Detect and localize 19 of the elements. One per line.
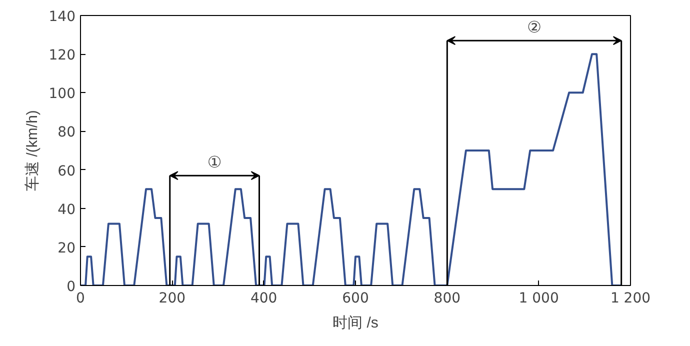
y-tick-label: 140 (48, 9, 76, 25)
y-tick-label: 120 (48, 48, 76, 64)
x-tick-label: 1 000 (518, 290, 559, 306)
x-tick-label: 600 (342, 290, 369, 306)
annotation: ② (527, 18, 542, 37)
y-tick-label: 20 (58, 240, 76, 256)
line-series (80, 53, 622, 286)
x-tick-label: 800 (434, 290, 461, 306)
x-tick-label: 400 (250, 290, 278, 306)
y-axis-title: 车速 /(km/h) (24, 110, 41, 191)
y-tick-label: 40 (58, 202, 76, 218)
annotation: ① (207, 152, 222, 172)
x-tick-label: 1 200 (610, 290, 651, 306)
x-axis-title: 时间 /s (332, 314, 378, 332)
y-tick-label: 60 (58, 163, 76, 180)
x-tick-label: 200 (158, 290, 186, 306)
y-tick-label: 0 (66, 279, 76, 295)
y-tick-label: 80 (58, 124, 76, 141)
y-tick-label: 100 (48, 86, 76, 102)
